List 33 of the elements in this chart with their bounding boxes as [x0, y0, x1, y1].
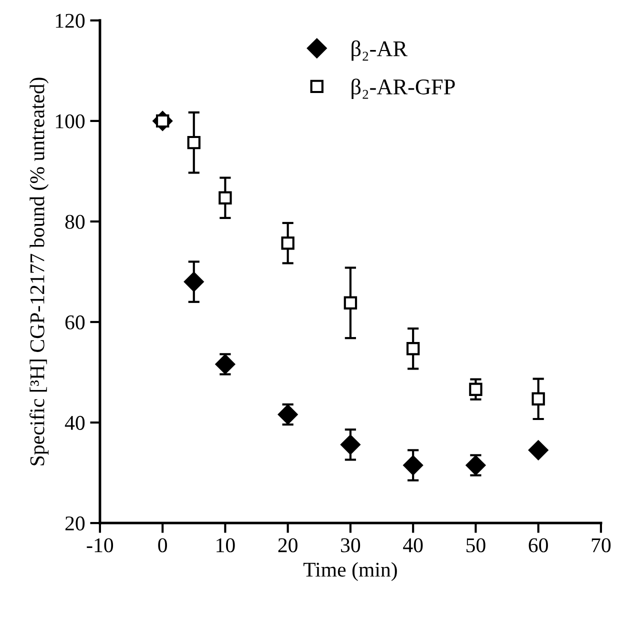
point	[215, 354, 236, 374]
point	[344, 296, 358, 310]
point	[469, 382, 482, 396]
point	[184, 272, 204, 292]
y-axis-title: Specific [³H] CGP-12177 bound (% untreated)	[29, 78, 49, 466]
x-tick-label: -10	[86, 538, 114, 552]
x-tick-label: 50	[466, 538, 486, 552]
x-axis-title: Time (min)	[303, 562, 397, 581]
point	[403, 455, 423, 476]
y-tick-label: 40	[64, 416, 85, 430]
point	[532, 392, 545, 406]
point	[218, 191, 232, 204]
point	[187, 136, 200, 150]
x-tick-label: 0	[158, 538, 167, 552]
y-tick-label: 80	[65, 214, 85, 229]
point	[406, 342, 420, 356]
legend-label: β₂-AR	[352, 40, 408, 61]
y-tick-label: 100	[56, 114, 85, 128]
point	[340, 434, 360, 455]
y-tick-label: 20	[65, 516, 85, 530]
y-tick-label: 60	[65, 315, 85, 330]
point	[466, 455, 486, 476]
x-tick-label: 40	[403, 538, 423, 552]
point	[278, 404, 298, 424]
x-tick-label: 20	[278, 538, 298, 552]
x-tick-label: 60	[528, 538, 548, 552]
x-tick-label: 30	[341, 538, 360, 552]
y-tick-label: 120	[56, 14, 85, 28]
point	[281, 236, 294, 250]
x-tick-label: 10	[216, 538, 235, 552]
x-tick-label: 70	[592, 538, 611, 552]
point	[528, 440, 548, 460]
legend-label: β₂-AR-GFP	[352, 78, 455, 99]
